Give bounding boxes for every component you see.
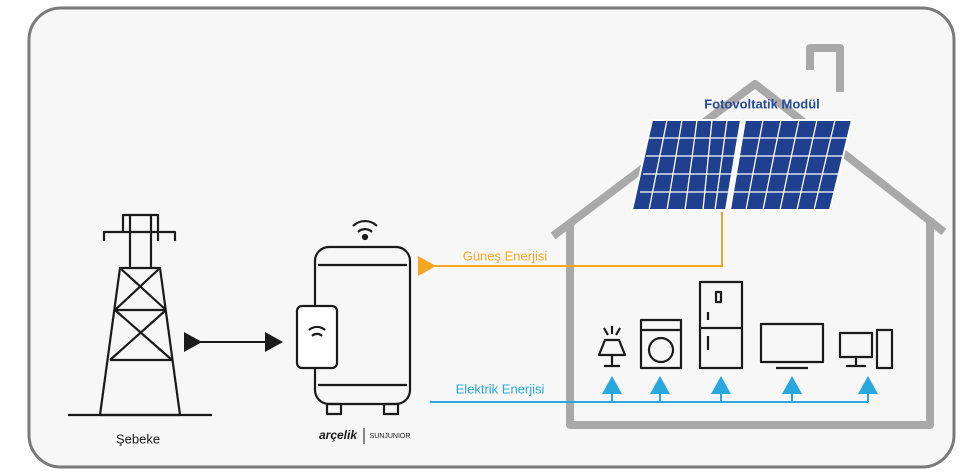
product-logo: SUNJUNIOR [370,433,411,440]
frame [27,6,956,469]
heater [295,219,412,416]
house [550,44,947,429]
electric-energy-label: Elektrik Enerjisi [456,381,545,396]
brand-logo: arçelik [319,428,358,442]
grid-label: Şebeke [116,431,160,446]
grid-tower [68,213,212,417]
appliances [597,280,894,370]
solar-energy-label: Güneş Enerjisi [463,248,548,263]
solar-module-label: Fotovoltatik Modül [704,96,820,111]
electric-energy-line [430,376,878,403]
solar-energy-line [418,212,723,276]
solar-panel [630,119,854,211]
